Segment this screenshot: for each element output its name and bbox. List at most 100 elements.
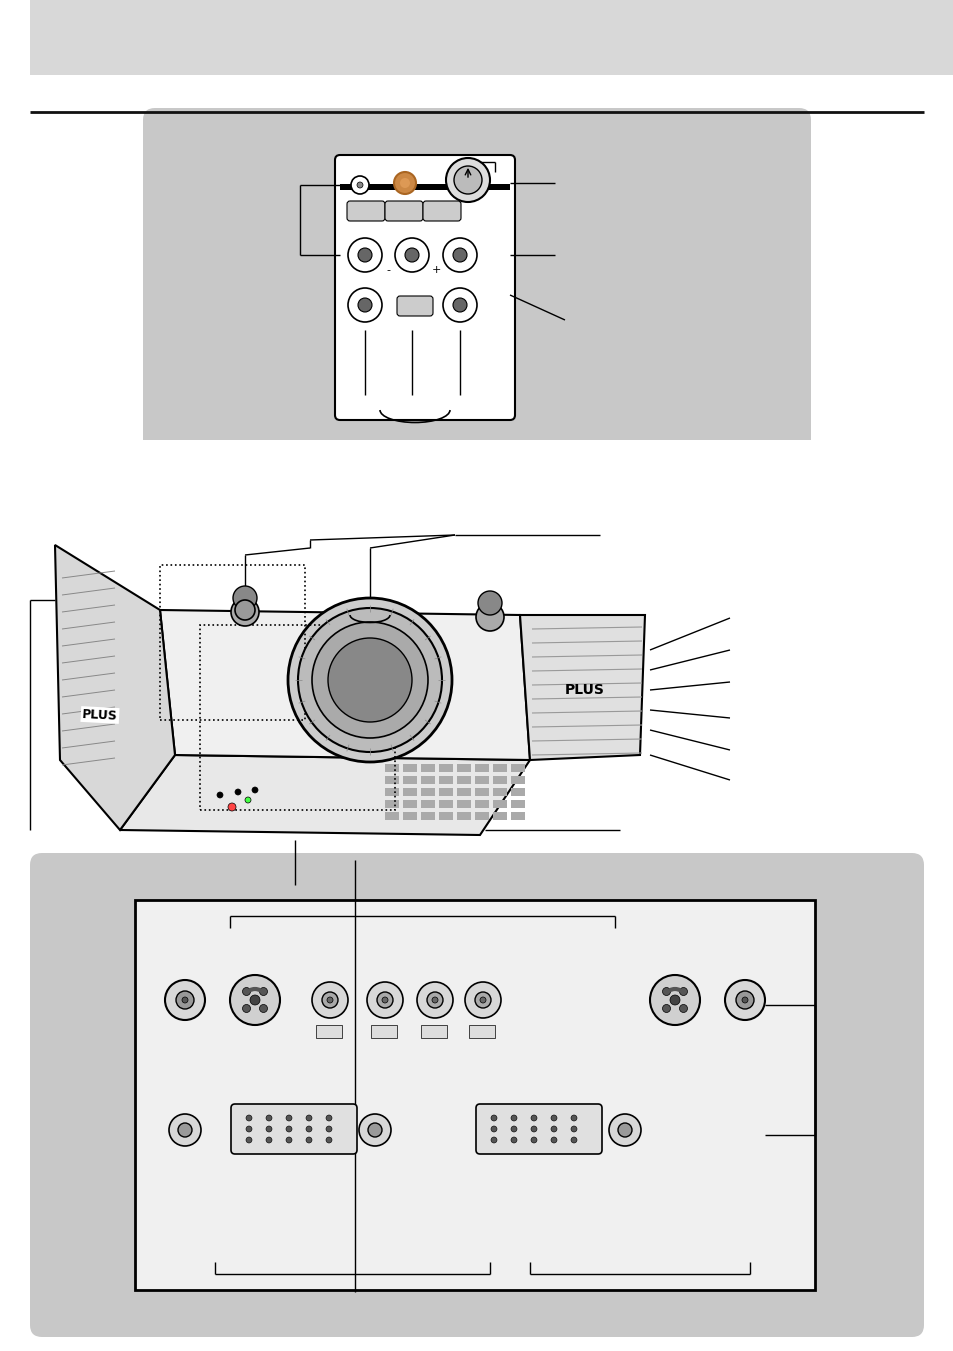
Circle shape (511, 1115, 517, 1121)
Circle shape (491, 1125, 497, 1132)
Circle shape (326, 1115, 332, 1121)
Circle shape (357, 249, 372, 262)
Circle shape (357, 299, 372, 312)
Bar (200, 626, 395, 811)
Circle shape (511, 1138, 517, 1143)
Circle shape (531, 1115, 537, 1121)
Circle shape (432, 997, 437, 1002)
Bar (511, 812, 524, 820)
Circle shape (571, 1125, 577, 1132)
Circle shape (358, 1115, 391, 1146)
Circle shape (228, 802, 235, 811)
Circle shape (246, 1125, 252, 1132)
Circle shape (234, 600, 254, 620)
Circle shape (322, 992, 337, 1008)
Circle shape (476, 603, 503, 631)
Circle shape (326, 1138, 332, 1143)
Bar (493, 788, 506, 796)
Circle shape (491, 1115, 497, 1121)
Circle shape (242, 988, 251, 996)
Bar (475, 765, 489, 771)
Bar (420, 788, 435, 796)
Circle shape (306, 1138, 312, 1143)
Circle shape (266, 1138, 272, 1143)
Circle shape (233, 586, 256, 611)
Circle shape (306, 1115, 312, 1121)
Circle shape (230, 975, 280, 1025)
FancyBboxPatch shape (385, 201, 422, 222)
Bar (385, 788, 398, 796)
Bar (511, 788, 524, 796)
Circle shape (551, 1125, 557, 1132)
Circle shape (427, 992, 442, 1008)
Bar (438, 800, 453, 808)
Text: -: - (386, 265, 390, 276)
Circle shape (234, 789, 241, 794)
Text: +: + (431, 265, 440, 276)
Circle shape (395, 238, 429, 272)
Circle shape (479, 997, 485, 1002)
FancyBboxPatch shape (30, 852, 923, 1337)
Bar (493, 812, 506, 820)
FancyBboxPatch shape (422, 201, 460, 222)
Circle shape (306, 1125, 312, 1132)
FancyBboxPatch shape (347, 201, 385, 222)
Circle shape (679, 988, 687, 996)
Bar (493, 775, 506, 784)
Circle shape (679, 1005, 687, 1012)
Bar (438, 812, 453, 820)
Circle shape (246, 1138, 252, 1143)
Bar (0, 0, 953, 76)
Bar (511, 800, 524, 808)
Bar (402, 800, 416, 808)
Circle shape (286, 1125, 292, 1132)
Circle shape (491, 1138, 497, 1143)
Circle shape (381, 997, 388, 1002)
Circle shape (741, 997, 747, 1002)
Circle shape (735, 992, 753, 1009)
Circle shape (376, 992, 393, 1008)
Circle shape (367, 982, 402, 1019)
Circle shape (669, 994, 679, 1005)
Bar (475, 800, 489, 808)
Bar (420, 812, 435, 820)
Bar (135, 900, 814, 1290)
FancyBboxPatch shape (335, 155, 515, 420)
Bar (475, 788, 489, 796)
Circle shape (286, 1138, 292, 1143)
Text: PLUS: PLUS (564, 684, 604, 697)
Bar (385, 812, 398, 820)
Circle shape (531, 1125, 537, 1132)
Bar (456, 800, 471, 808)
Circle shape (511, 1125, 517, 1132)
Circle shape (618, 1123, 631, 1138)
Circle shape (442, 238, 476, 272)
Circle shape (453, 249, 467, 262)
Bar (438, 765, 453, 771)
FancyBboxPatch shape (396, 296, 433, 316)
Bar (511, 765, 524, 771)
Circle shape (608, 1115, 640, 1146)
Text: PLUS: PLUS (82, 708, 118, 723)
Circle shape (649, 975, 700, 1025)
Circle shape (328, 638, 412, 721)
Circle shape (266, 1125, 272, 1132)
Circle shape (178, 1123, 192, 1138)
Circle shape (312, 982, 348, 1019)
Circle shape (416, 982, 453, 1019)
Circle shape (348, 238, 381, 272)
Circle shape (394, 172, 416, 195)
Bar (456, 788, 471, 796)
Polygon shape (519, 615, 644, 761)
Circle shape (405, 249, 418, 262)
Bar (385, 800, 398, 808)
Circle shape (454, 166, 481, 195)
Circle shape (368, 1123, 381, 1138)
FancyBboxPatch shape (231, 1104, 356, 1154)
Bar (160, 565, 305, 720)
Circle shape (250, 994, 260, 1005)
Bar (339, 184, 510, 190)
Circle shape (351, 176, 369, 195)
Bar (402, 812, 416, 820)
FancyBboxPatch shape (476, 1104, 601, 1154)
